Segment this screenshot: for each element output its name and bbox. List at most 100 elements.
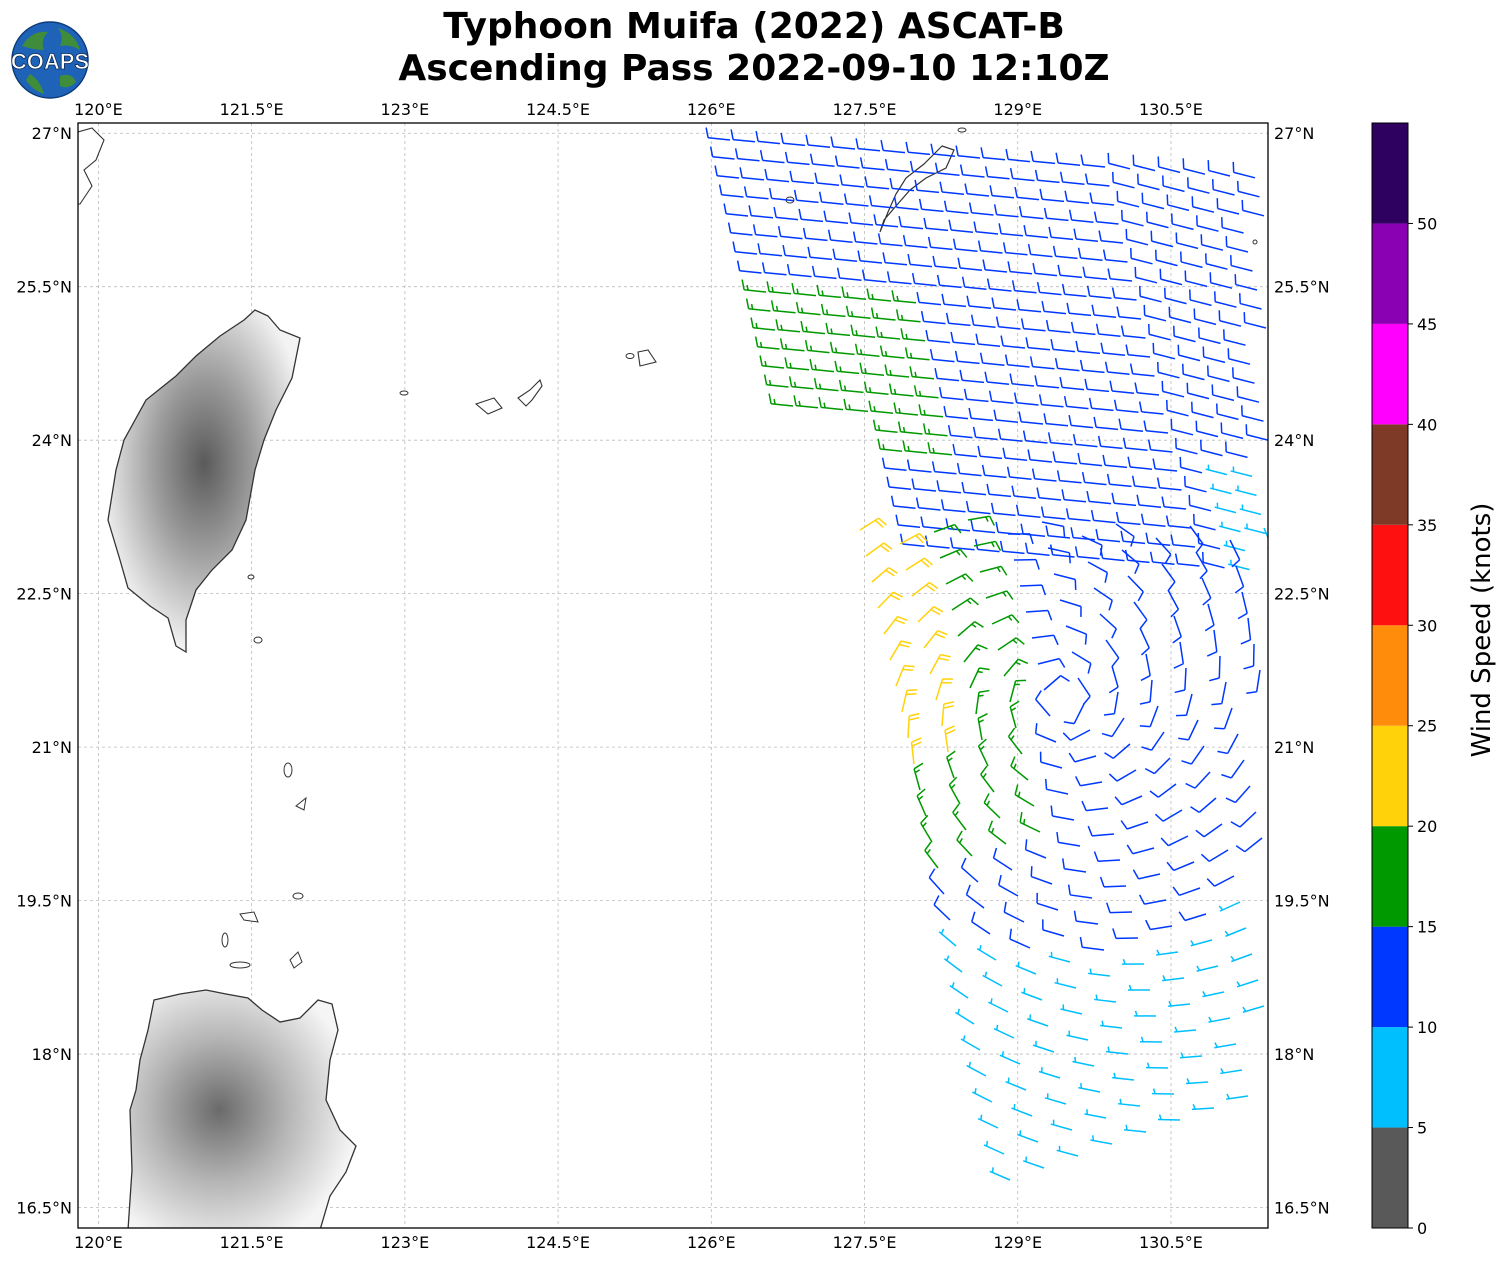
- wind-barb: [1221, 759, 1245, 779]
- wind-barb: [877, 438, 903, 452]
- wind-barb: [1102, 249, 1128, 263]
- wind-barb: [930, 143, 956, 157]
- wind-barb: [1220, 1067, 1243, 1075]
- wind-barb: [916, 292, 942, 306]
- wind-barb: [723, 203, 749, 217]
- wind-barb: [1184, 475, 1207, 493]
- wind-barb: [975, 689, 990, 715]
- wind-barb: [999, 1051, 1021, 1065]
- wind-barb: [1166, 861, 1195, 872]
- wind-barb: [1242, 1005, 1265, 1013]
- lon-tick-label-top: 123°E: [381, 100, 430, 119]
- wind-barb: [843, 193, 869, 207]
- wind-barb: [900, 328, 926, 342]
- lat-tick-label-right: 19.5°N: [1274, 892, 1330, 911]
- wind-barb: [1037, 657, 1066, 668]
- wind-barb: [1234, 485, 1257, 497]
- wind-barb: [1121, 209, 1144, 227]
- wind-barb: [992, 847, 1013, 871]
- wind-barb: [948, 219, 974, 233]
- wind-barb: [1206, 875, 1235, 887]
- wind-barb: [1212, 179, 1235, 196]
- lon-tick-label-top: 126°E: [687, 100, 736, 119]
- wind-barb: [997, 428, 1023, 442]
- wind-barb: [1067, 884, 1093, 899]
- wind-barb: [1112, 1072, 1135, 1081]
- wind-barb: [979, 352, 1005, 366]
- wind-barb: [1141, 731, 1165, 751]
- wind-barb: [880, 140, 906, 154]
- wind-barb: [834, 360, 860, 375]
- wind-barb: [974, 539, 1000, 553]
- wind-barb: [1180, 251, 1203, 269]
- wind-barb: [902, 235, 928, 249]
- wind-barb: [1170, 534, 1196, 548]
- wind-barb: [1241, 199, 1265, 217]
- wind-barb: [1127, 984, 1151, 991]
- wind-barb: [940, 499, 966, 513]
- wind-barb: [1015, 961, 1037, 975]
- wind-barb: [889, 640, 912, 661]
- wind-barb: [1226, 1093, 1249, 1100]
- wind-barb: [1182, 158, 1206, 175]
- wind-barb: [1087, 825, 1115, 837]
- wind-barb: [1145, 919, 1173, 931]
- lat-tick-label-right: 22.5°N: [1274, 585, 1330, 604]
- colorbar: 0 5 10 15 20 25 30 35 40 45 50: [1371, 122, 1437, 1238]
- wind-barb: [1157, 1114, 1181, 1121]
- wind-barb: [863, 381, 889, 395]
- wind-barb: [1099, 613, 1117, 639]
- wind-barb: [1109, 380, 1135, 394]
- wind-barb: [1014, 187, 1040, 201]
- wind-barb: [811, 265, 837, 280]
- wind-barb: [1161, 380, 1185, 398]
- wind-barb: [1034, 169, 1060, 184]
- wind-barb: [909, 366, 935, 380]
- wind-barb: [1009, 373, 1035, 387]
- wind-barb: [1217, 733, 1239, 755]
- small-island: [295, 796, 307, 811]
- wind-barb: [1133, 601, 1148, 629]
- small-island: [289, 951, 303, 969]
- wind-barb: [1133, 1010, 1157, 1017]
- wind-barb: [786, 264, 812, 278]
- wind-barb: [1011, 1103, 1033, 1117]
- wind-barb: [1157, 156, 1181, 174]
- wind-barb: [997, 637, 1025, 651]
- wind-barb: [913, 762, 924, 791]
- wind-barb: [857, 250, 883, 264]
- wind-barb: [1205, 464, 1228, 476]
- wind-barb: [1081, 800, 1109, 812]
- wind-barb: [1100, 1020, 1123, 1029]
- wind-barb: [998, 874, 1019, 897]
- small-island: [1252, 239, 1258, 245]
- colorbar-bin: [1372, 424, 1408, 525]
- wind-barb: [1241, 405, 1264, 422]
- wind-barb: [1139, 705, 1159, 728]
- wind-barb: [1167, 589, 1180, 618]
- wind-barb: [956, 463, 982, 477]
- wind-barb: [904, 347, 930, 361]
- wind-barb: [911, 581, 939, 597]
- wind-barb: [939, 181, 965, 195]
- wind-barb: [969, 667, 990, 689]
- wind-barb: [1027, 449, 1053, 463]
- wind-barb: [1098, 230, 1124, 244]
- wind-barb: [893, 402, 919, 416]
- wind-barb: [993, 409, 1019, 423]
- wind-barb: [1034, 723, 1057, 743]
- wind-barb: [1220, 422, 1244, 440]
- wind-barb: [956, 830, 973, 857]
- wind-barb: [957, 621, 984, 637]
- wind-barb: [923, 217, 949, 232]
- wind-barb: [1125, 344, 1151, 358]
- wind-barb: [1224, 927, 1247, 937]
- wind-barb: [1157, 361, 1180, 379]
- wind-barb: [1161, 496, 1187, 510]
- wind-barb: [882, 252, 908, 266]
- wind-barb: [928, 868, 945, 895]
- wind-barb: [1015, 504, 1041, 518]
- wind-barb: [961, 276, 987, 290]
- wind-barb: [1186, 1078, 1209, 1085]
- wind-barb: [854, 343, 880, 357]
